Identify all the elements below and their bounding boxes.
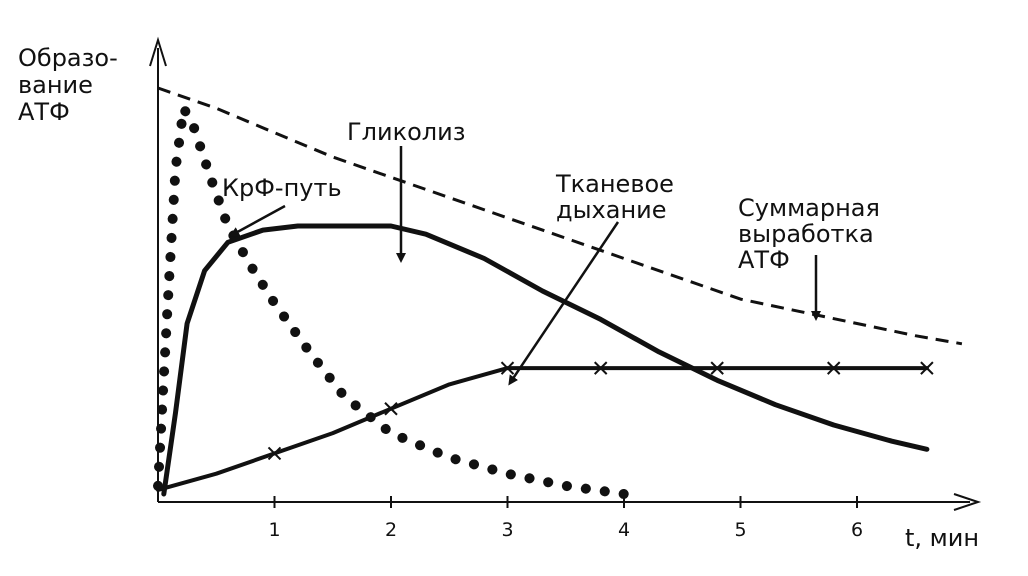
annotation-crp-label: КрФ-путь: [222, 174, 342, 202]
series-layer: [153, 86, 963, 499]
series-line-respiration: [156, 366, 929, 492]
y-axis-label-line-2: вание: [18, 71, 93, 99]
series-marker-respiration: [710, 361, 724, 375]
annotation-respiration-arrow: [508, 221, 620, 386]
x-tick-label-1: 1: [268, 519, 280, 541]
x-tick-label-5: 5: [734, 519, 746, 541]
annotation-total-line-3: АТФ: [738, 246, 790, 274]
y-axis-label-line-3: АТФ: [18, 98, 70, 126]
y-axis-label-line-1: Образо-: [18, 44, 118, 72]
series-marker-respiration: [826, 361, 841, 375]
x-ticks: 1 2 3 4 5 6: [268, 496, 863, 541]
annotation-glycolysis-label: Гликолиз: [347, 118, 465, 146]
annotation-respiration-line-2: дыхание: [556, 196, 667, 224]
annotation-total-line-1: Суммарная: [738, 194, 880, 222]
annotation-crp: КрФ-путь: [222, 174, 342, 237]
annotation-total-label: Суммарная выработка АТФ: [738, 194, 888, 274]
annotation-glycolysis: Гликолиз: [347, 118, 465, 263]
series-marker-respiration: [500, 361, 515, 375]
annotation-respiration-line-1: Тканевое: [555, 170, 674, 198]
x-axis-label: t, мин: [905, 524, 979, 552]
series-line-total: [157, 86, 963, 346]
y-axis-label: Образо- вание АТФ: [18, 44, 125, 126]
annotation-respiration: Тканевое дыхание: [508, 170, 682, 386]
x-axis-arrow: [953, 493, 982, 511]
x-tick-label-6: 6: [851, 519, 863, 541]
x-tick-label-3: 3: [501, 519, 513, 541]
x-tick-label-4: 4: [618, 519, 630, 541]
series-marker-respiration: [593, 361, 608, 375]
series-marker-respiration: [267, 446, 282, 461]
series-line-glycolysis: [161, 223, 930, 497]
x-tick-label-2: 2: [385, 519, 397, 541]
series-marker-respiration: [920, 361, 934, 375]
annotation-total: Суммарная выработка АТФ: [738, 194, 888, 321]
y-axis-arrow: [149, 36, 167, 67]
annotation-total-line-2: выработка: [738, 220, 874, 248]
series-line-crp: [153, 103, 629, 499]
annotation-crp-arrow: [229, 204, 286, 237]
annotation-respiration-label: Тканевое дыхание: [555, 170, 682, 224]
series-marker-respiration: [384, 402, 398, 416]
